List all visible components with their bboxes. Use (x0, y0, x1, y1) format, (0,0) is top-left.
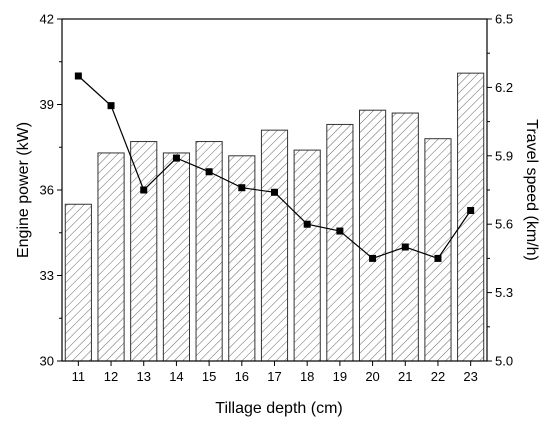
left-y-axis-title: Engine power (kW) (15, 122, 32, 258)
right-y-axis-title: Travel speed (km/h) (523, 119, 540, 261)
x-tick-label: 21 (398, 369, 412, 384)
bar-15 (195, 141, 223, 362)
x-tick-label: 12 (104, 369, 118, 384)
left-y-tick-label: 33 (40, 268, 54, 283)
x-tick-label: 20 (365, 369, 379, 384)
speed-marker-13 (140, 186, 148, 194)
right-y-tick-label: 5.9 (495, 148, 513, 163)
bar-14 (162, 152, 191, 362)
left-y-tick-label: 30 (40, 354, 54, 369)
speed-marker-23 (467, 207, 475, 215)
line-layer (74, 72, 475, 262)
bar-18 (293, 149, 321, 362)
speed-marker-17 (271, 188, 278, 196)
bar-17 (260, 129, 289, 362)
x-tick-label: 13 (136, 369, 150, 384)
speed-marker-11 (74, 72, 82, 80)
bar-19 (326, 123, 354, 362)
speed-marker-12 (107, 102, 115, 110)
speed-marker-18 (303, 220, 311, 228)
speed-marker-14 (172, 154, 180, 162)
bar-13 (130, 141, 158, 362)
speed-marker-15 (205, 168, 213, 176)
x-axis-title: Tillage depth (cm) (215, 400, 342, 417)
right-y-tick-label: 5.0 (495, 354, 513, 369)
x-tick-label: 17 (267, 369, 281, 384)
x-tick-label: 18 (300, 369, 314, 384)
speed-marker-16 (238, 184, 246, 192)
x-tick-label: 19 (333, 369, 347, 384)
bars-layer (64, 72, 485, 362)
speed-marker-19 (336, 227, 344, 235)
bar-22 (424, 138, 452, 362)
speed-marker-20 (369, 254, 377, 262)
bar-12 (97, 152, 125, 362)
bar-20 (359, 109, 387, 362)
bar-11 (64, 203, 92, 362)
x-tick-label: 11 (72, 369, 86, 384)
x-tick-label: 15 (202, 369, 216, 384)
bar-21 (391, 112, 419, 362)
right-y-tick-label: 6.2 (495, 80, 513, 95)
left-y-tick-label: 42 (40, 12, 54, 27)
x-tick-label: 23 (463, 369, 477, 384)
speed-marker-22 (434, 254, 442, 262)
axes-layer: 30 33 36 39 42 5.0 5.3 5.6 5.9 6.2 6.5 11 12 13 14 15 16… (40, 12, 514, 385)
bar-23 (457, 72, 485, 362)
x-tick-label: 16 (235, 369, 249, 384)
right-y-tick-label: 5.3 (495, 285, 513, 300)
x-tick-label: 22 (431, 369, 445, 384)
left-y-tick-label: 36 (40, 183, 54, 198)
left-y-tick-label: 39 (40, 97, 54, 112)
speed-marker-21 (401, 243, 409, 251)
right-y-tick-label: 5.6 (495, 217, 513, 232)
right-y-tick-label: 6.5 (495, 12, 513, 27)
x-tick-label: 14 (169, 369, 183, 384)
